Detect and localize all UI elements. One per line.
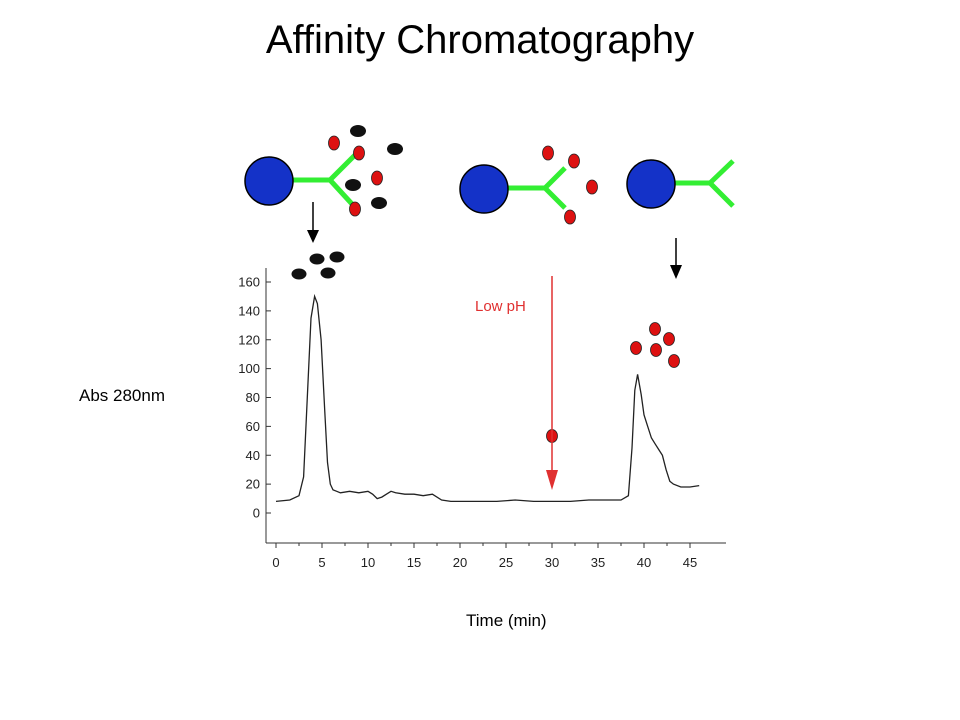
- antibody-icon: [543, 166, 567, 190]
- y-tick-label: 140: [238, 303, 260, 318]
- y-tick-label: 20: [246, 477, 260, 492]
- bead-icon: [626, 159, 676, 209]
- x-tick-label: 5: [318, 555, 325, 570]
- target-protein-icon: [564, 209, 576, 225]
- x-tick-label: 15: [407, 555, 421, 570]
- antibody-icon: [708, 159, 735, 185]
- x-tick-label: 0: [272, 555, 279, 570]
- contaminant-icon: [345, 179, 361, 191]
- target-protein-icon: [371, 170, 383, 186]
- contaminant-icon: [387, 143, 403, 155]
- stage-regenerated-column: [626, 159, 735, 209]
- contaminant-icon: [291, 268, 307, 280]
- target-protein-icon: [349, 201, 361, 217]
- bead-icon: [459, 164, 509, 214]
- eluted-target-proteins: [630, 322, 680, 368]
- chromatogram: 0 20 40 60 80 100 120 140 160 0 5 10 15 20 25 30 35 40 45…: [238, 268, 726, 570]
- x-tick-label: 20: [453, 555, 467, 570]
- x-tick-label: 35: [591, 555, 605, 570]
- axes: [265, 268, 726, 544]
- x-tick-label: 10: [361, 555, 375, 570]
- stage-column-loading: [244, 125, 403, 217]
- y-tick-label: 0: [253, 506, 260, 521]
- y-axis-label: Abs 280nm: [79, 386, 165, 405]
- contaminant-icon: [329, 251, 345, 263]
- antibody-icon: [708, 181, 735, 208]
- x-tick-label: 25: [499, 555, 513, 570]
- y-tick-label: 80: [246, 390, 260, 405]
- target-protein-icon: [353, 145, 365, 161]
- target-protein-icon: [542, 145, 554, 161]
- y-tick-label: 120: [238, 332, 260, 347]
- x-axis-label: Time (min): [466, 611, 547, 630]
- target-protein-icon: [568, 153, 580, 169]
- x-tick-label: 30: [545, 555, 559, 570]
- contaminant-icon: [350, 125, 366, 137]
- y-tick-label: 40: [246, 448, 260, 463]
- target-protein-icon: [630, 341, 642, 355]
- bead-icon: [244, 156, 294, 206]
- absorbance-trace: [275, 293, 700, 503]
- arrow-down-icon: [307, 202, 319, 243]
- contaminant-icon: [309, 253, 325, 265]
- slide-title: Affinity Chromatography: [265, 18, 695, 62]
- x-tick-label: 45: [683, 555, 697, 570]
- target-protein-icon: [586, 179, 598, 195]
- stage-bound-target: [459, 145, 598, 225]
- target-protein-icon: [668, 354, 680, 368]
- y-tick-label: 100: [238, 361, 260, 376]
- x-tick-label: 40: [637, 555, 651, 570]
- low-ph-arrow: [546, 276, 558, 490]
- contaminant-icon: [371, 197, 387, 209]
- contaminant-icon: [320, 267, 336, 279]
- antibody-icon: [328, 153, 357, 182]
- y-tick-label: 60: [246, 419, 260, 434]
- eluted-contaminants: [291, 251, 345, 280]
- x-axis-ticks: 0 5 10 15 20 25 30 35 40 45: [272, 543, 697, 570]
- y-tick-label: 160: [238, 275, 260, 290]
- arrow-down-icon: [670, 238, 682, 279]
- y-axis-ticks: 0 20 40 60 80 100 120 140 160: [238, 275, 271, 521]
- annotations: Low pH: [475, 276, 558, 490]
- target-protein-icon: [650, 343, 662, 357]
- target-protein-icon: [663, 332, 675, 346]
- target-protein-icon: [328, 135, 340, 151]
- target-protein-icon: [649, 322, 661, 336]
- antibody-icon: [328, 178, 354, 206]
- antibody-icon: [543, 186, 567, 210]
- low-ph-label: Low pH: [475, 298, 526, 315]
